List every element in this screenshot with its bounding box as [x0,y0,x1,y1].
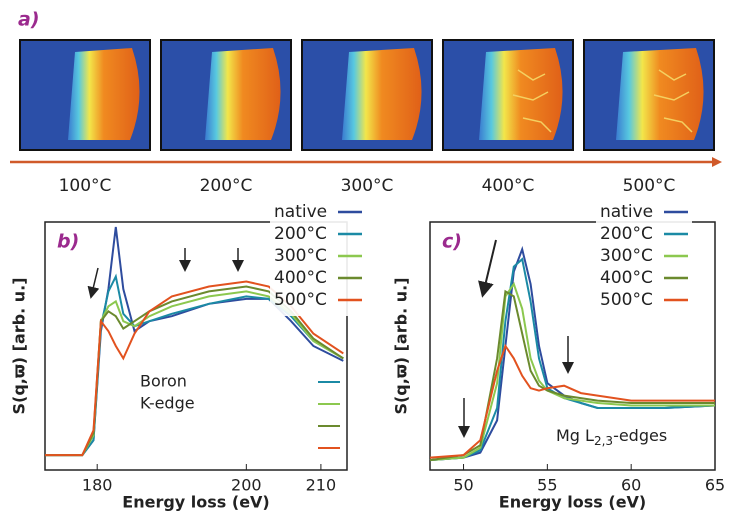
annotation: K-edge [140,394,195,413]
legend-label: 500°C [600,290,653,310]
annotation-part: Mg L [556,426,594,445]
annotation: Mg L2,3-edges [556,426,667,448]
series-line [429,281,715,462]
arrow [87,267,100,299]
x-tick-label: 210 [306,476,337,495]
x-tick-label: 180 [82,476,113,495]
legend-label: 400°C [600,268,653,288]
cracks [512,69,552,133]
x-tick-label: 60 [621,476,641,495]
arrow [478,239,497,298]
legend-label: 400°C [274,268,327,288]
legend-label: 300°C [600,246,653,266]
sample [342,48,422,140]
panel-label: c) [442,231,462,253]
temperature-label: 500°C [623,176,676,196]
panel-label: b) [57,231,79,253]
y-axis-label: S(q,ϖ) [arb. u.] [10,277,29,414]
x-tick-label: 200 [231,476,262,495]
image-strip [19,39,715,151]
sample [68,48,140,140]
legend-label: 300°C [274,246,327,266]
sample [205,48,281,140]
y-axis-label: S(q,ϖ) [arb. u.] [392,277,411,414]
sample [616,48,704,140]
x-axis-label: Energy loss (eV) [499,493,646,512]
cracks [653,69,693,133]
panel-label: a) [18,9,40,31]
legend-label: 200°C [274,224,327,244]
x-tick-label: 50 [453,476,473,495]
legend-label: native [274,202,327,222]
legend-label: native [600,202,653,222]
annotation-part: 2,3 [594,434,613,448]
temperature-label: 300°C [341,176,394,196]
x-axis-label: Energy loss (eV) [122,493,269,512]
legend-label: 200°C [600,224,653,244]
annotation: Boron [140,372,187,391]
temperature-label: 400°C [482,176,535,196]
sample [479,48,563,140]
plot-area [44,221,348,471]
temperature-label: 200°C [200,176,253,196]
x-tick-label: 55 [537,476,557,495]
legend-label: 500°C [274,290,327,310]
series-line [429,257,716,462]
arrow-head [712,157,722,167]
annotation-part: -edges [613,426,667,445]
temperature-label: 100°C [59,176,112,196]
series-line [429,343,715,459]
x-tick-label: 65 [705,476,725,495]
plot-area [429,221,716,471]
